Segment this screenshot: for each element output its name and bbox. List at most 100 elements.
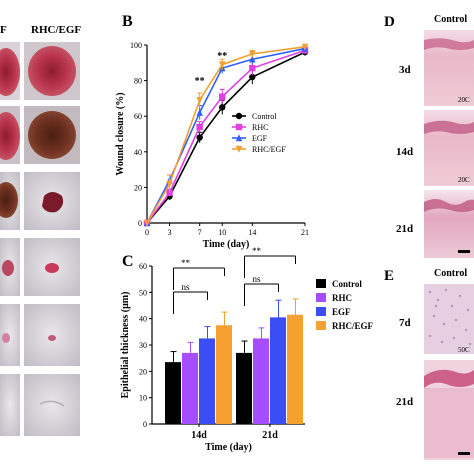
chart-b-data-point (219, 93, 226, 100)
photo-column-label-partial: F (0, 24, 7, 36)
photo-rhc-egf-row-6 (24, 374, 80, 436)
chart-c-x-tick-label: 21d (262, 430, 278, 441)
chart-b-series-control (143, 48, 309, 227)
chart-c-epithelial-thickness: C 0 10 20 30 40 50 60 14d 21d Time (day) Epithelia… (120, 246, 374, 453)
chart-b-significance-label: ** (217, 51, 227, 62)
dermis-layer-e-2 (424, 388, 474, 458)
chart-c-significance-bracket: ** (244, 246, 296, 278)
chart-b-legend-label: RHC (252, 123, 268, 132)
chart-c-significance-bracket: ** (173, 258, 225, 290)
chart-c-x-tick-label: 14d (191, 430, 207, 441)
chart-b-x-axis-label: Time (day) (203, 239, 250, 250)
chart-c-x-axis-label: Time (day) (205, 442, 252, 453)
wound-partial-row-3 (0, 182, 18, 218)
wound-partial-row-5 (2, 333, 10, 343)
chart-b-y-axis-label: Wound closure (%) (115, 92, 126, 175)
epidermis-layer-d-1 (424, 38, 474, 50)
chart-b-legend-marker (235, 112, 243, 120)
histology-e-row-label-2: 21d (396, 396, 413, 408)
chart-b-y-tick-label: 60 (134, 112, 142, 121)
panel-letter-d: D (384, 14, 395, 30)
histology-d-row-label-2: 14d (396, 146, 413, 158)
chart-c-y-tick-label: 10 (139, 394, 147, 403)
chart-c-y-tick-label: 0 (143, 420, 147, 429)
photo-column-label-rhc-egf: RHC/EGF (31, 24, 81, 36)
wound-rhc-egf-row-5 (48, 335, 56, 341)
chart-b-y-tick-label: 80 (134, 77, 142, 86)
histology-d-row-label-3: 21d (396, 223, 413, 235)
chart-b-data-point (219, 61, 226, 69)
histology-e-scale-1: 50C (458, 346, 470, 354)
chart-b-x-tick-label: 14 (248, 228, 256, 237)
histology-d-scale-1: 20C (458, 96, 470, 104)
chart-c-legend-swatch (316, 321, 326, 330)
chart-c-y-axis-label: Epithelial thickness (μm) (120, 292, 131, 399)
histology-d-scale-2: 20C (458, 176, 470, 184)
chart-b-series-line (146, 51, 306, 224)
chart-b-data-point (249, 55, 256, 63)
chart-b-wound-closure: B 0 20 40 60 80 100 0 3 7 10 14 21 Time (day) Wound c… (115, 13, 309, 250)
chart-c-bar-control-21d (236, 352, 252, 424)
histology-d-scale-bar-3 (458, 250, 470, 253)
chart-b-significance-label: ** (195, 76, 205, 87)
chart-c-significance-bracket: ns (173, 282, 208, 314)
wound-partial-row-2 (0, 112, 20, 160)
chart-c-legend-label: EGF (332, 307, 351, 317)
chart-b-legend-marker (235, 123, 243, 131)
chart-b-legend-label: Control (252, 112, 277, 121)
wound-rhc-egf-row-3 (42, 192, 64, 213)
chart-c-bar-rhc-21d (253, 338, 269, 424)
chart-b-series-rhc-egf (143, 43, 309, 227)
epidermis-layer-d-3 (424, 199, 474, 212)
wound-rhc-egf-row-2 (28, 111, 76, 159)
chart-c-legend-label: Control (332, 279, 362, 289)
chart-c-bar-control-14d (165, 362, 181, 424)
histology-e-image-1 (424, 284, 474, 354)
wound-rhc-egf-row-1 (28, 46, 76, 96)
chart-b-data-point (196, 123, 203, 131)
chart-b-data-point (249, 50, 256, 58)
chart-b-x-tick-label: 10 (218, 228, 226, 237)
chart-c-significance-bracket: ns (244, 274, 279, 306)
chart-c-bar-rhc-egf-14d (216, 325, 232, 424)
panel-letter-c: C (122, 253, 134, 270)
chart-b-legend-label: EGF (252, 134, 268, 143)
chart-b-data-point (196, 134, 203, 141)
wound-partial-row-4 (2, 260, 14, 276)
histology-e-row-label-1: 7d (399, 317, 411, 329)
chart-b-series-line (146, 49, 306, 224)
chart-b-legend-marker (235, 134, 243, 142)
chart-b-data-point (249, 64, 256, 72)
chart-c-significance-label: ** (252, 246, 262, 256)
histology-e-column-label: Control (434, 268, 467, 279)
chart-c-y-tick-label: 40 (139, 315, 147, 324)
chart-c-legend-label: RHC (332, 293, 352, 303)
chart-c-bar-egf-21d (270, 317, 286, 424)
chart-b-data-point (301, 43, 309, 51)
chart-c-legend-swatch (316, 279, 326, 288)
chart-c-y-tick-label: 50 (139, 288, 147, 297)
wound-rhc-egf-row-4 (45, 263, 59, 273)
histology-e-scale-bar-2 (458, 452, 470, 455)
chart-b-series-line (146, 47, 306, 224)
chart-b-x-tick-label: 0 (145, 228, 149, 237)
chart-c-significance-label: ns (181, 282, 190, 292)
cell-nuclei-e-1 (428, 288, 472, 346)
chart-b-y-tick-label: 20 (134, 183, 142, 192)
epidermis-layer-d-2 (424, 120, 474, 134)
photo-partial-row-5 (0, 304, 20, 366)
chart-b-x-tick-label: 3 (168, 228, 172, 237)
chart-b-data-point (196, 108, 203, 116)
chart-c-significance-label: ns (252, 274, 261, 284)
chart-c-legend-label: RHC/EGF (332, 321, 374, 331)
chart-c-bar-egf-14d (199, 338, 215, 424)
chart-c-bar-rhc-egf-21d (287, 314, 303, 424)
panel-letter-e: E (384, 268, 394, 284)
photo-panel-left: F RHC/EGF (0, 24, 81, 436)
chart-c-y-tick-label: 20 (139, 367, 147, 376)
chart-c-legend-swatch (316, 293, 326, 302)
chart-b-legend-marker (235, 145, 243, 153)
histology-d-column-label: Control (434, 14, 467, 25)
chart-b-data-point (219, 104, 226, 111)
